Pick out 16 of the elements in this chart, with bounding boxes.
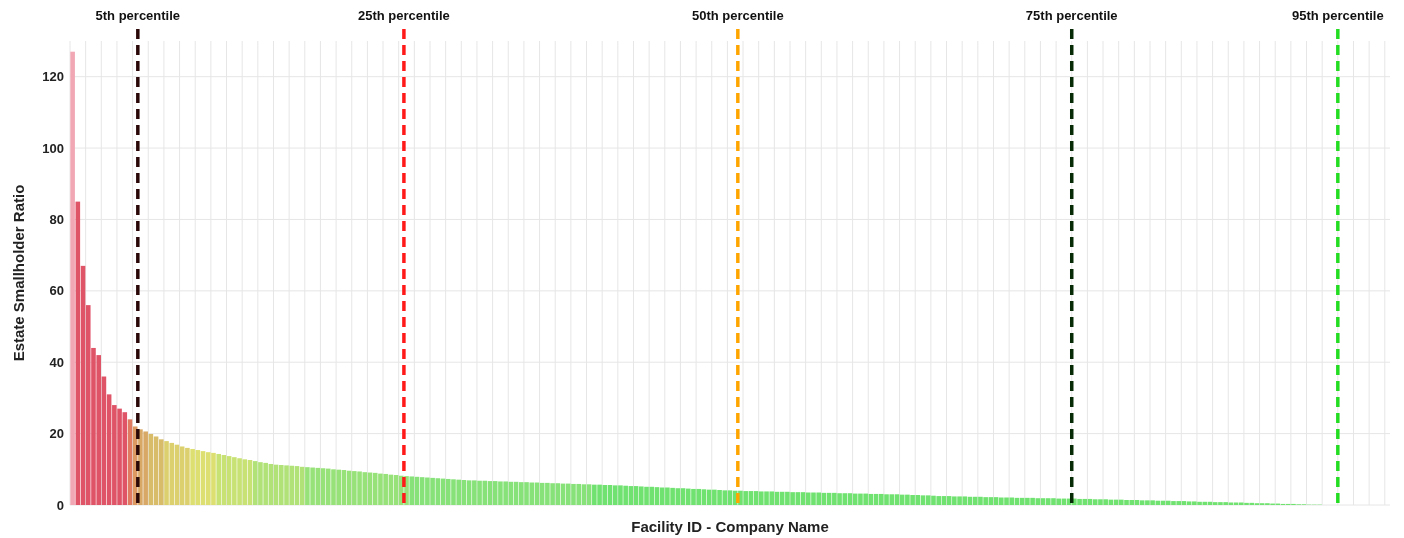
y-tick-label: 120 xyxy=(42,69,64,85)
text: 25th percentile xyxy=(358,8,450,23)
y-axis-title: Estate Smallholder Ratio xyxy=(10,184,27,362)
bar xyxy=(70,51,75,505)
y-tick-label: 20 xyxy=(49,426,64,442)
y-tick-label: 80 xyxy=(49,212,64,228)
y-tick-label: 60 xyxy=(49,283,64,299)
bar xyxy=(409,476,415,505)
x-axis-title: Facility ID - Company Name xyxy=(631,518,829,535)
y-tick-label: 0 xyxy=(56,497,64,513)
y-tick-label: 40 xyxy=(49,354,64,370)
y-tick-label: 100 xyxy=(42,140,64,156)
text: 95th percentile xyxy=(1291,8,1384,23)
text: 5th percentile xyxy=(95,8,181,23)
text: 50th percentile xyxy=(691,8,784,23)
text: 75th percentile xyxy=(1025,8,1118,23)
